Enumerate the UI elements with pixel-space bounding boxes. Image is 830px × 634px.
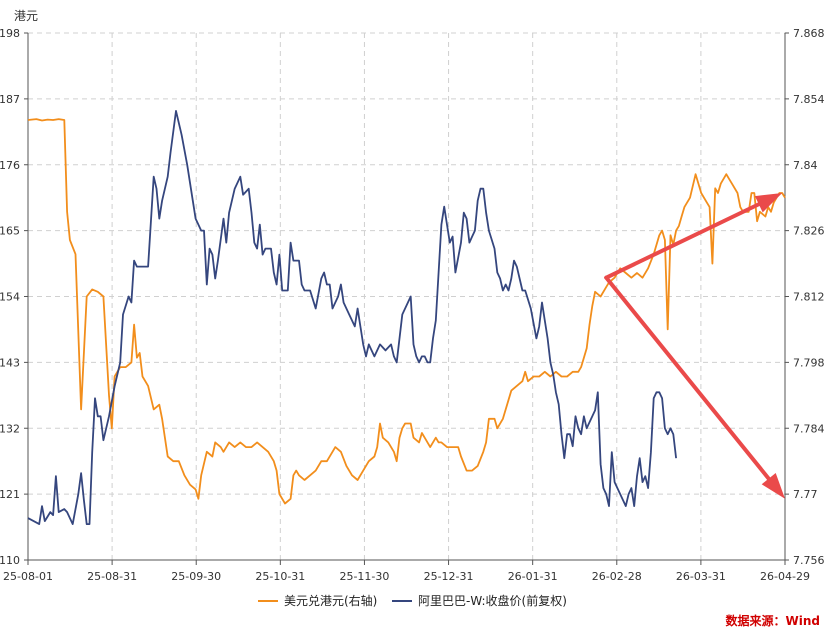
x-tick-label: 26-02-28 (592, 570, 642, 583)
left-y-tick-label: 198 (0, 27, 20, 40)
left-y-tick-label: 143 (0, 356, 20, 369)
right-y-tick-label: 7.84 (793, 159, 818, 172)
left-y-tick-label: 154 (0, 291, 20, 304)
left-y-tick-label: 165 (0, 225, 20, 238)
right-y-tick-label: 7.798 (793, 356, 825, 369)
right-y-tick-label: 7.812 (793, 291, 825, 304)
legend-item-usd-hkd-label: 美元兑港元(右轴) (284, 593, 377, 608)
series-lines (27, 110, 786, 525)
y-axis-unit-label: 港元 (14, 9, 38, 23)
right-y-tick-label: 7.826 (793, 225, 825, 238)
left-y-tick-label: 132 (0, 422, 20, 435)
left-y-tick-label: 121 (0, 488, 20, 501)
x-tick-label: 26-01-31 (508, 570, 558, 583)
series-line-alibaba (27, 110, 677, 525)
gridlines (28, 32, 785, 560)
left-y-tick-label: 187 (0, 93, 20, 106)
x-tick-label: 26-04-29 (760, 570, 810, 583)
x-tick-label: 25-12-31 (424, 570, 474, 583)
right-y-tick-label: 7.854 (793, 93, 825, 106)
legend-item-alibaba-label: 阿里巴巴-W:收盘价(前复权) (418, 593, 567, 608)
left-y-tick-label: 110 (0, 554, 20, 567)
x-tick-label: 26-03-31 (676, 570, 726, 583)
axes: 198 7.868 187 7.854 176 7.84 165 7.826 154 7.812 1… (0, 27, 825, 583)
series-line-usd-hkd (27, 118, 786, 505)
right-y-tick-label: 7.868 (793, 27, 825, 40)
x-tick-label: 25-11-30 (339, 570, 389, 583)
trend-arrow-shaft (604, 275, 771, 481)
right-y-tick-label: 7.756 (793, 554, 825, 567)
trend-arrows (604, 193, 785, 499)
trend-arrow-head (761, 473, 785, 499)
x-tick-label: 25-08-01 (3, 570, 53, 583)
left-y-tick-label: 176 (0, 159, 20, 172)
x-tick-label: 25-09-30 (171, 570, 221, 583)
right-y-tick-label: 7.784 (793, 422, 825, 435)
data-source-note: 数据来源：Wind (726, 613, 820, 628)
right-y-tick-label: 7.77 (793, 488, 818, 501)
trend-arrow-shaft (604, 202, 761, 280)
legend: 美元兑港元(右轴) 阿里巴巴-W:收盘价(前复权) (258, 593, 567, 608)
x-tick-label: 25-08-31 (87, 570, 137, 583)
trend-arrow-head (754, 193, 783, 213)
x-tick-label: 25-10-31 (255, 570, 305, 583)
